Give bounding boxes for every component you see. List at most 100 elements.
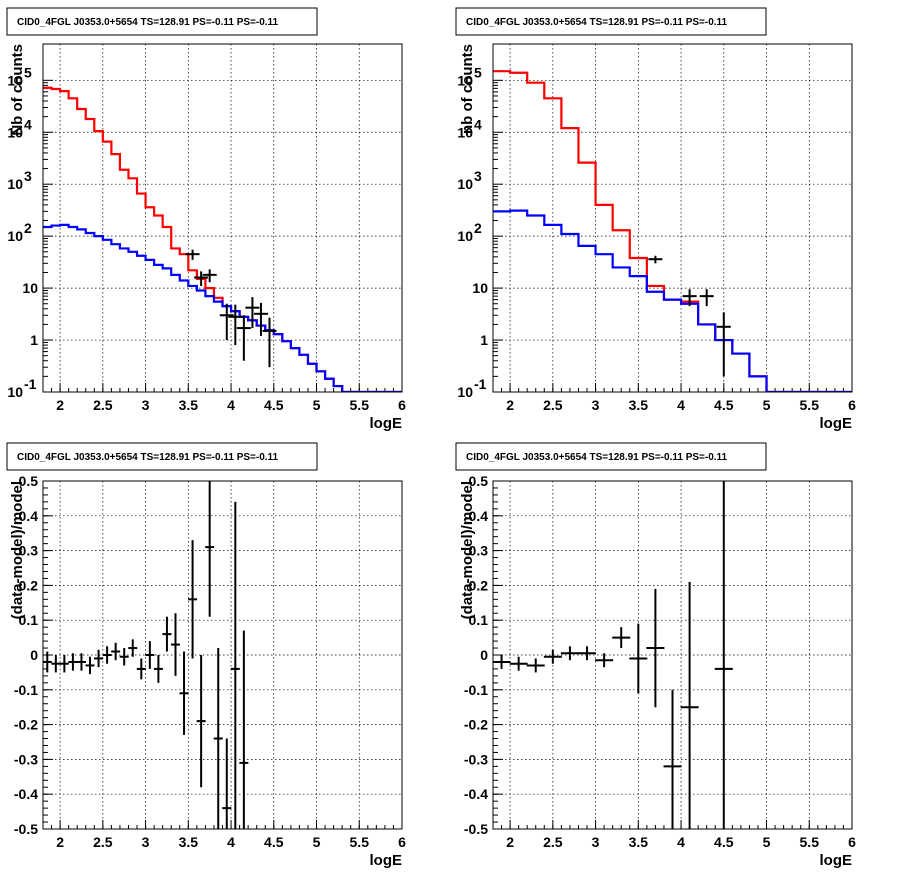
- y-tick-label: 10: [7, 384, 23, 400]
- data-point: [228, 304, 243, 346]
- x-tick-label: 3: [592, 834, 600, 850]
- x-tick-label: 3.5: [629, 397, 649, 413]
- y-tick-label: 10: [457, 176, 473, 192]
- x-axis-label: logE: [820, 415, 853, 432]
- plot-area: [43, 86, 402, 392]
- y-axis-label: (data-model)/model: [9, 481, 26, 619]
- residual-point: [128, 639, 138, 657]
- y-tick-exponent: 4: [474, 116, 482, 132]
- y-tick-label: 10: [22, 280, 38, 296]
- y-tick-label: 1: [480, 332, 488, 348]
- x-tick-label: 4: [677, 397, 685, 413]
- residual-point: [714, 481, 733, 829]
- y-tick-exponent: 3: [24, 168, 32, 184]
- residual-point: [170, 613, 180, 676]
- y-tick-label: 10: [7, 72, 23, 88]
- plot-area: [43, 481, 249, 829]
- x-tick-label: 3.5: [629, 834, 649, 850]
- residual-point: [68, 653, 78, 671]
- y-tick-label: -0.2: [14, 717, 38, 733]
- data-point: [185, 249, 200, 260]
- residual-point: [239, 630, 249, 829]
- plot-area: [493, 70, 852, 392]
- y-tick-label: 0.5: [19, 473, 39, 489]
- title-box: [455, 7, 767, 36]
- residual-point: [162, 616, 172, 652]
- y-tick-label: 10: [457, 384, 473, 400]
- data-point: [682, 289, 697, 307]
- x-tick-label: 3: [142, 397, 150, 413]
- background-model-histogram: [493, 209, 852, 392]
- panel-1: CID0_4FGL J0353.0+5654 TS=128.91 PS=-0.1…: [6, 7, 406, 432]
- residual-point: [595, 653, 614, 668]
- x-tick-label: 4: [227, 834, 235, 850]
- x-tick-label: 5: [763, 397, 771, 413]
- plot-frame: [492, 43, 853, 393]
- panel-4: CID0_4FGL J0353.0+5654 TS=128.91 PS=-0.1…: [455, 442, 856, 869]
- residual-point: [119, 648, 129, 666]
- y-axis-label: (data-model)/model: [459, 481, 476, 619]
- x-tick-label: 2: [56, 834, 64, 850]
- y-tick-exponent: -1: [24, 376, 37, 392]
- y-tick-label: -0.5: [14, 821, 38, 837]
- x-tick-label: 6: [848, 397, 856, 413]
- x-tick-label: 3: [142, 834, 150, 850]
- title-box: [6, 442, 318, 471]
- x-tick-label: 4.5: [264, 834, 284, 850]
- residual-point: [85, 656, 95, 675]
- background-model-histogram: [43, 223, 402, 392]
- chart-title: CID0_4FGL J0353.0+5654 TS=128.91 PS=-0.1…: [17, 17, 279, 28]
- y-tick-exponent: 4: [24, 116, 32, 132]
- y-tick-label: 10: [7, 228, 23, 244]
- residual-point: [493, 655, 511, 669]
- x-axis-label: logE: [370, 415, 403, 432]
- data-point: [219, 303, 234, 341]
- title-box: [6, 7, 318, 36]
- residual-point: [578, 646, 597, 661]
- x-tick-label: 2.5: [93, 397, 113, 413]
- residual-point: [526, 658, 545, 673]
- title-box: [455, 442, 767, 471]
- y-axis-label: Nb of counts: [9, 44, 26, 136]
- y-tick-label: 1: [30, 332, 38, 348]
- x-tick-label: 3.5: [179, 397, 199, 413]
- y-tick-label: -0.2: [464, 717, 488, 733]
- residual-point: [230, 501, 240, 829]
- total-model-histogram: [493, 70, 852, 392]
- residual-point: [213, 648, 223, 829]
- x-tick-label: 5.5: [800, 834, 820, 850]
- y-tick-exponent: 2: [24, 220, 32, 236]
- residual-point: [111, 642, 121, 661]
- residual-point: [543, 649, 562, 664]
- x-tick-label: 4: [677, 834, 685, 850]
- x-axis-label: logE: [820, 852, 853, 869]
- y-tick-label: 0.1: [19, 612, 39, 628]
- x-tick-label: 4.5: [714, 834, 734, 850]
- residual-point: [663, 689, 682, 829]
- y-tick-label: -0.1: [464, 682, 488, 698]
- data-point: [253, 302, 268, 336]
- residual-point: [51, 655, 61, 673]
- x-tick-label: 6: [398, 834, 406, 850]
- residual-point: [76, 653, 86, 671]
- y-tick-label: 0.2: [469, 577, 489, 593]
- data-point: [699, 289, 714, 307]
- x-tick-label: 5.5: [350, 397, 370, 413]
- x-tick-label: 5: [313, 397, 321, 413]
- y-tick-label: -0.4: [464, 786, 488, 802]
- y-tick-label: 0.1: [469, 612, 489, 628]
- plot-frame: [42, 480, 403, 830]
- x-tick-label: 5: [763, 834, 771, 850]
- residual-point: [205, 481, 215, 617]
- residual-point: [179, 651, 189, 736]
- x-axis-label: logE: [370, 852, 403, 869]
- data-point: [202, 269, 217, 283]
- x-tick-label: 5: [313, 834, 321, 850]
- x-tick-label: 4.5: [264, 397, 284, 413]
- y-tick-exponent: 2: [474, 220, 482, 236]
- residual-point: [196, 655, 206, 788]
- y-tick-label: 0.4: [19, 508, 39, 524]
- data-point: [236, 315, 251, 361]
- y-tick-label: -0.1: [14, 682, 38, 698]
